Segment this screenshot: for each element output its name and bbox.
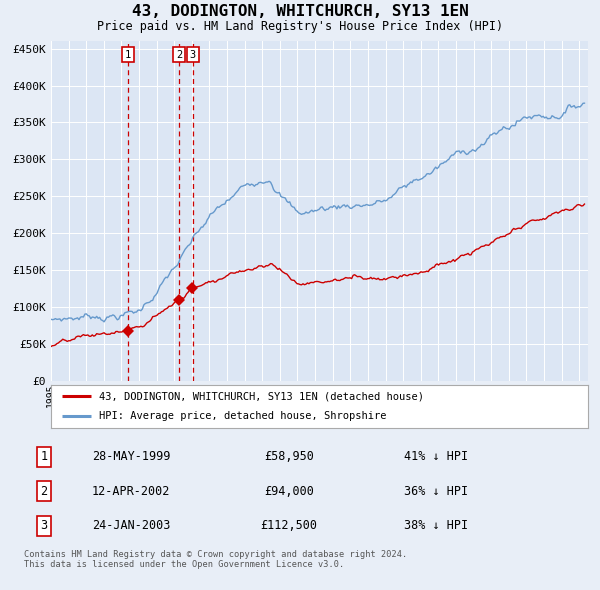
Text: 3: 3 <box>190 50 196 60</box>
Text: 2: 2 <box>40 484 47 498</box>
Text: 2: 2 <box>176 50 182 60</box>
Text: Contains HM Land Registry data © Crown copyright and database right 2024.
This d: Contains HM Land Registry data © Crown c… <box>24 550 407 569</box>
Text: £94,000: £94,000 <box>264 484 314 498</box>
Text: 28-MAY-1999: 28-MAY-1999 <box>92 450 170 463</box>
Text: 36% ↓ HPI: 36% ↓ HPI <box>404 484 468 498</box>
Text: 43, DODINGTON, WHITCHURCH, SY13 1EN (detached house): 43, DODINGTON, WHITCHURCH, SY13 1EN (det… <box>100 391 424 401</box>
Text: 24-JAN-2003: 24-JAN-2003 <box>92 519 170 532</box>
Text: 38% ↓ HPI: 38% ↓ HPI <box>404 519 468 532</box>
Text: £112,500: £112,500 <box>260 519 317 532</box>
Text: Price paid vs. HM Land Registry's House Price Index (HPI): Price paid vs. HM Land Registry's House … <box>97 20 503 33</box>
Text: £58,950: £58,950 <box>264 450 314 463</box>
Text: 43, DODINGTON, WHITCHURCH, SY13 1EN: 43, DODINGTON, WHITCHURCH, SY13 1EN <box>131 4 469 19</box>
Text: 41% ↓ HPI: 41% ↓ HPI <box>404 450 468 463</box>
Text: 12-APR-2002: 12-APR-2002 <box>92 484 170 498</box>
Text: 1: 1 <box>40 450 47 463</box>
Text: 1: 1 <box>125 50 131 60</box>
Text: HPI: Average price, detached house, Shropshire: HPI: Average price, detached house, Shro… <box>100 411 387 421</box>
Text: 3: 3 <box>40 519 47 532</box>
